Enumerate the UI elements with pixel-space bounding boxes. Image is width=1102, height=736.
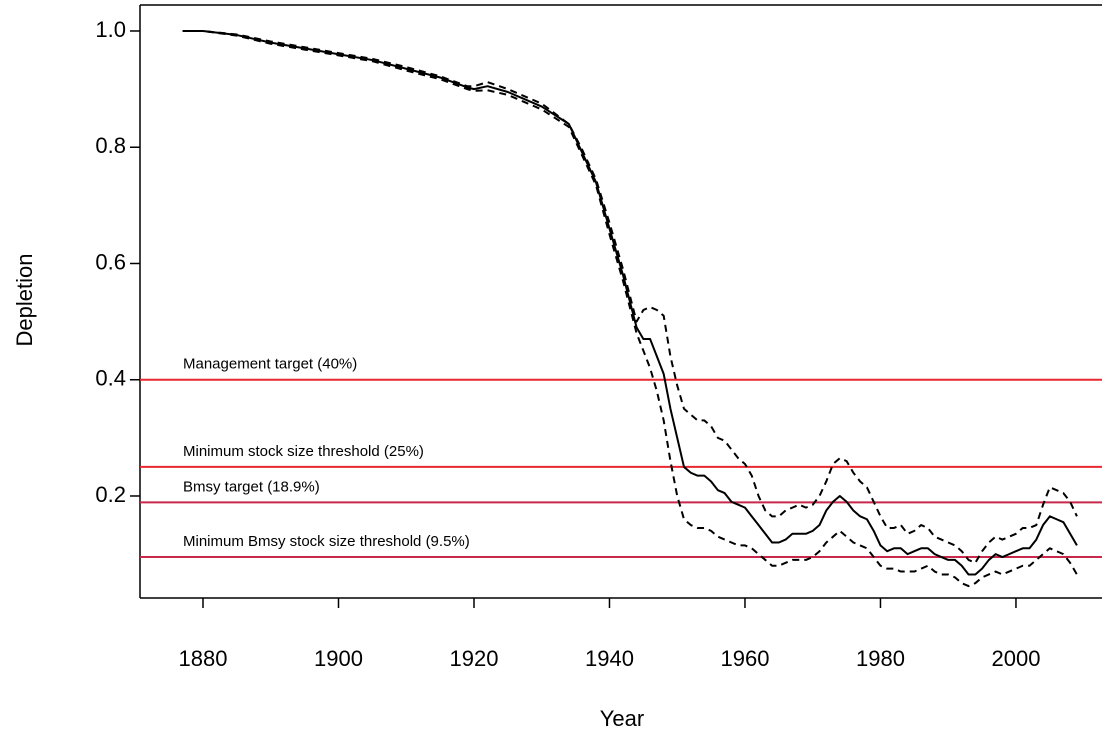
y-axis-label: Depletion [12,254,37,347]
y-tick-label: 1.0 [95,17,126,42]
y-tick-label: 0.4 [95,366,126,391]
series-line [182,29,1078,588]
x-tick-label: 1920 [450,646,499,671]
y-tick-label: 0.8 [95,133,126,158]
y-tick-label: 0.6 [95,249,126,274]
x-axis-label: Year [600,706,644,731]
y-tick-label: 0.2 [95,482,126,507]
x-tick-label: 1980 [856,646,905,671]
reference-label: Management target (40%) [183,356,357,373]
reference-label: Minimum stock size threshold (25%) [183,443,424,460]
x-tick-label: 1900 [314,646,363,671]
reference-label: Minimum Bmsy stock size threshold (9.5%) [183,533,470,550]
x-tick-label: 2000 [991,646,1040,671]
x-tick-label: 1940 [585,646,634,671]
series-line [182,29,1078,576]
x-tick-label: 1880 [179,646,228,671]
reference-label: Bmsy target (18.9%) [183,478,320,495]
series-line [182,29,1078,564]
x-tick-label: 1960 [720,646,769,671]
